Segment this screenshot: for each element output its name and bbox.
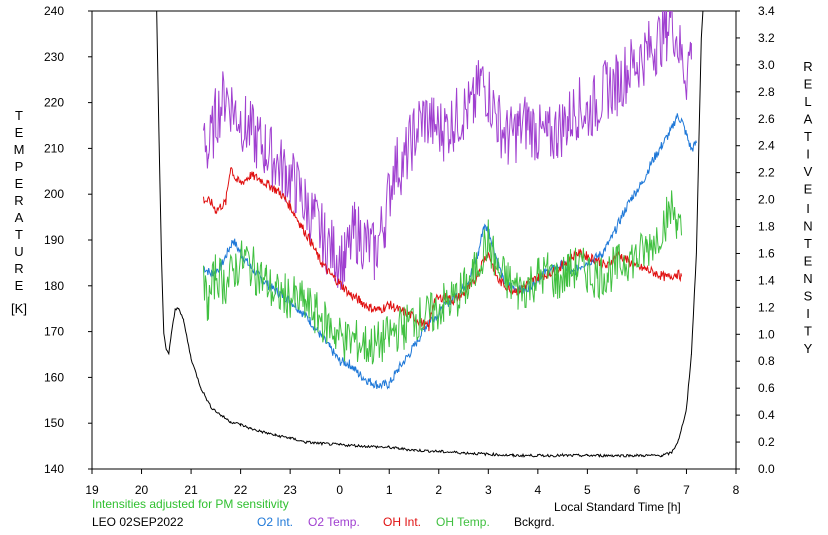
left-axis-label-letter: M (14, 142, 25, 157)
right-axis-label-letter: E (804, 182, 813, 197)
series-line-oh-int (203, 167, 682, 332)
left-axis-label-letter: T (15, 108, 23, 123)
right-axis-label-letter: S (804, 289, 813, 304)
left-axis-label-letter: E (15, 176, 24, 191)
left-axis-label-letter: A (15, 210, 24, 225)
legend-o2-temp: O2 Temp. (308, 515, 360, 529)
right-axis-label-letter: R (803, 59, 812, 74)
x-tick-label: 0 (336, 483, 343, 497)
x-tick-label: 3 (485, 483, 492, 497)
right-axis-label-letter: N (803, 219, 812, 234)
right-tick-label: 0.8 (758, 354, 775, 368)
left-axis-label-letter: T (15, 227, 23, 242)
right-tick-label: 1.6 (758, 246, 775, 260)
right-axis-label-letter: T (804, 324, 812, 339)
legend-bckgrd: Bckgrd. (514, 515, 555, 529)
right-axis-label-letter: I (806, 306, 810, 321)
left-axis-label-letter: P (15, 159, 24, 174)
left-tick-label: 160 (44, 370, 64, 384)
series-line-o2-temp (203, 11, 692, 291)
left-axis-label-letter: E (15, 278, 24, 293)
series-line-oh-temp (203, 190, 682, 365)
right-tick-label: 0.0 (758, 462, 775, 476)
right-tick-label: 3.2 (758, 31, 775, 45)
left-axis-label-letter: U (14, 244, 23, 259)
adjustment-note: Intensities adjusted for PM sensitivity (92, 497, 289, 511)
left-tick-label: 190 (44, 233, 64, 247)
left-tick-label: 210 (44, 141, 64, 155)
left-axis-label-letter: R (14, 193, 23, 208)
right-axis-label-letter: I (806, 201, 810, 216)
left-axis-label-letter: E (15, 125, 24, 140)
x-tick-label: 6 (634, 483, 641, 497)
station-label: LEO 02SEP2022 (92, 515, 184, 529)
right-tick-label: 0.6 (758, 381, 775, 395)
right-tick-label: 2.2 (758, 166, 775, 180)
right-axis-label-letter: Y (804, 341, 813, 356)
right-tick-label: 1.4 (758, 273, 775, 287)
right-axis-label-letter: T (804, 236, 812, 251)
left-tick-label: 140 (44, 462, 64, 476)
left-tick-label: 150 (44, 416, 64, 430)
right-tick-label: 0.2 (758, 435, 775, 449)
left-tick-label: 220 (44, 96, 64, 110)
x-tick-label: 19 (85, 483, 99, 497)
right-tick-label: 2.6 (758, 112, 775, 126)
right-tick-label: 1.0 (758, 327, 775, 341)
x-tick-label: 21 (184, 483, 198, 497)
right-axis-label-letter: T (804, 129, 812, 144)
x-tick-label: 8 (733, 483, 740, 497)
x-tick-label: 23 (283, 483, 297, 497)
x-tick-label: 22 (234, 483, 248, 497)
x-tick-label: 5 (584, 483, 591, 497)
x-tick-label: 20 (135, 483, 149, 497)
series-line-bckgrd (156, 11, 704, 458)
right-axis-label-letter: N (803, 271, 812, 286)
left-tick-label: 240 (44, 4, 64, 18)
legend-o2-int: O2 Int. (257, 515, 294, 529)
right-tick-label: 3.0 (758, 58, 775, 72)
left-tick-label: 200 (44, 187, 64, 201)
left-axis-unit: [K] (11, 301, 27, 316)
x-tick-label: 7 (683, 483, 690, 497)
right-axis-label-letter: E (804, 254, 813, 269)
x-axis-label: Local Standard Time [h] (554, 500, 681, 514)
left-tick-label: 180 (44, 279, 64, 293)
x-tick-label: 1 (386, 483, 393, 497)
right-axis-label-letter: L (804, 94, 811, 109)
right-axis-label-letter: A (804, 112, 813, 127)
right-axis-label-letter: E (804, 77, 813, 92)
right-tick-label: 2.4 (758, 139, 775, 153)
left-axis-label-letter: R (14, 261, 23, 276)
legend-oh-int: OH Int. (383, 515, 422, 529)
right-tick-label: 2.0 (758, 193, 775, 207)
right-axis-label-letter: I (806, 147, 810, 162)
right-tick-label: 2.8 (758, 85, 775, 99)
x-tick-label: 2 (435, 483, 442, 497)
legend-oh-temp: OH Temp. (436, 515, 490, 529)
right-tick-label: 1.8 (758, 220, 775, 234)
right-tick-label: 1.2 (758, 300, 775, 314)
left-tick-label: 230 (44, 50, 64, 64)
left-tick-label: 170 (44, 325, 64, 339)
right-tick-label: 3.4 (758, 4, 775, 18)
right-tick-label: 0.4 (758, 408, 775, 422)
right-axis-label-letter: V (804, 164, 813, 179)
x-tick-label: 4 (535, 483, 542, 497)
